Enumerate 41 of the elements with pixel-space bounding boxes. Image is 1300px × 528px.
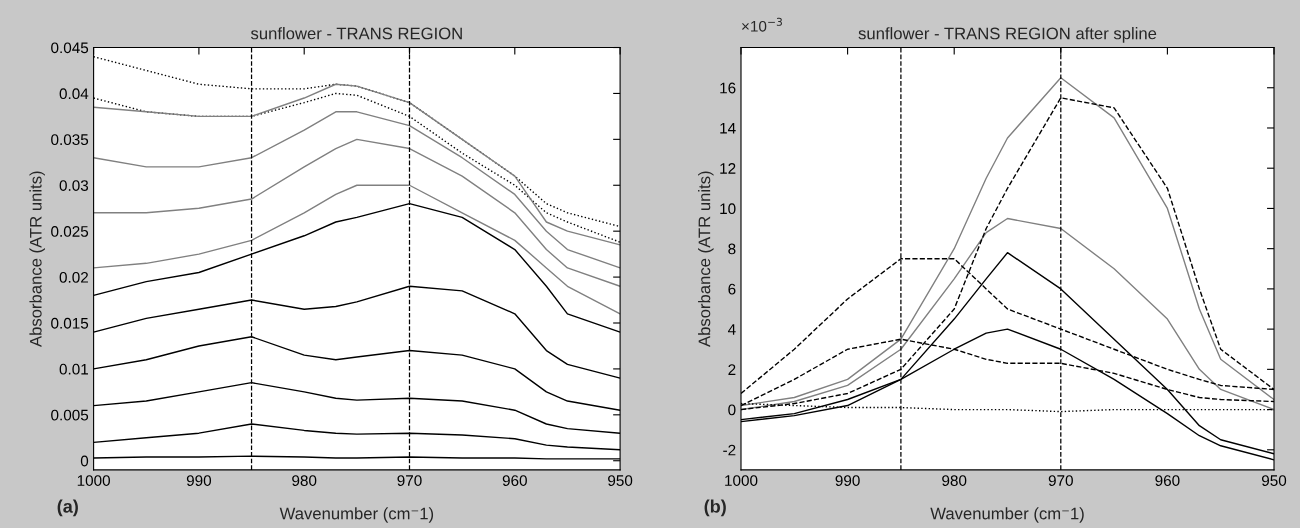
y-tick-label: 16 bbox=[720, 82, 736, 94]
y-axis-title: Absorbance (ATR units) bbox=[698, 171, 714, 347]
y-tick-label: 4 bbox=[727, 324, 736, 335]
y-tick-label: 2 bbox=[728, 364, 736, 375]
x-tick-label: 1000 bbox=[77, 475, 110, 486]
text: (a) bbox=[57, 499, 78, 517]
x-tick-label: 960 bbox=[502, 475, 527, 486]
y-axis-title: Absorbance (ATR units) bbox=[29, 171, 45, 347]
x-tick-label: 1000 bbox=[725, 475, 758, 486]
text: (b) bbox=[704, 499, 726, 517]
y-tick-label: 0.045 bbox=[51, 42, 89, 54]
y-tick-label: 0.025 bbox=[51, 226, 89, 237]
x-tick-label: 960 bbox=[1155, 475, 1180, 486]
y-tick-label: -2 bbox=[723, 444, 736, 456]
y-tick-label: 0.03 bbox=[59, 180, 89, 191]
x-tick-label: 970 bbox=[1048, 475, 1073, 486]
y-tick-label: 0 bbox=[728, 404, 736, 416]
chart-title: sunflower - TRANS REGION after spline bbox=[858, 27, 1157, 43]
y-tick-label: 0.04 bbox=[59, 88, 89, 100]
x-tick-label: 970 bbox=[397, 475, 422, 486]
y-tick-label: 0.02 bbox=[59, 271, 88, 283]
y-tick-label: 12 bbox=[720, 163, 736, 174]
x-tick-label: 950 bbox=[608, 475, 633, 486]
x-tick-label: 990 bbox=[835, 475, 860, 486]
y-tick-label: 0.005 bbox=[51, 409, 89, 421]
text: ×10$^{−3}$ bbox=[742, 17, 782, 32]
y-tick-label: 0.015 bbox=[51, 317, 89, 329]
y-tick-label: 10 bbox=[720, 203, 736, 215]
y-tick-label: 0 bbox=[80, 455, 89, 467]
chart-title: sunflower - TRANS REGION bbox=[250, 27, 462, 40]
y-tick-label: 0.035 bbox=[51, 134, 89, 146]
x-tick-label: 980 bbox=[292, 475, 317, 486]
y-tick-label: 8 bbox=[728, 243, 736, 255]
x-axis-title: Wavenumber (cm⁻1) bbox=[279, 507, 434, 523]
y-tick-label: 0.01 bbox=[59, 363, 88, 375]
x-tick-label: 980 bbox=[942, 475, 967, 486]
x-tick-label: 950 bbox=[1261, 475, 1287, 486]
x-tick-label: 990 bbox=[186, 475, 212, 486]
x-axis-title: Wavenumber (cm⁻1) bbox=[930, 507, 1084, 523]
y-tick-label: 6 bbox=[728, 283, 736, 295]
y-tick-label: 14 bbox=[720, 123, 736, 134]
